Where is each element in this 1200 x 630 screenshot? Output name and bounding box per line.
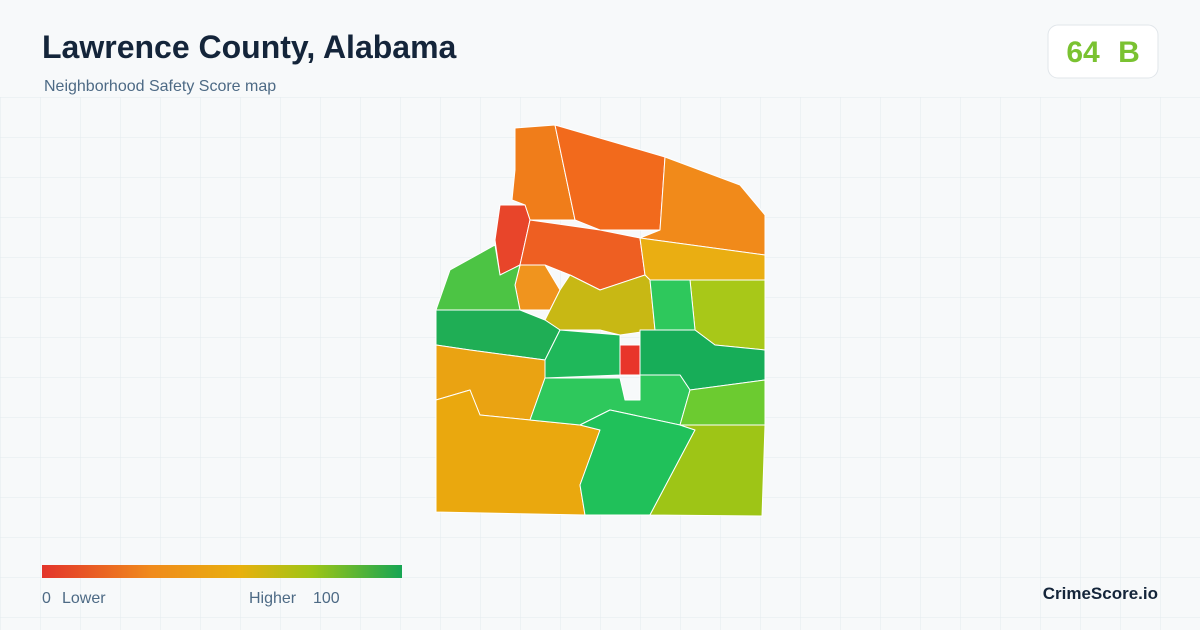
region — [649, 424, 766, 517]
county-map — [435, 124, 766, 517]
score-box — [1047, 24, 1159, 79]
subtitle: Neighborhood Safety Score map — [44, 78, 276, 95]
region — [529, 374, 691, 426]
region — [544, 329, 621, 379]
region — [649, 279, 696, 336]
title: Lawrence County, Alabama — [42, 29, 457, 65]
legend-max: 100 — [313, 590, 340, 607]
score-grade: B — [1118, 36, 1140, 69]
score-value: 64 — [1066, 36, 1100, 69]
region — [554, 124, 666, 231]
legend-min-label: Lower — [62, 590, 106, 607]
legend-scale — [42, 565, 402, 578]
region — [544, 274, 656, 336]
legend-min: 0 — [42, 590, 51, 607]
region — [619, 344, 641, 376]
legend-max-label: Higher — [249, 590, 297, 607]
region — [435, 244, 521, 311]
brand: CrimeScore.io — [1043, 584, 1158, 603]
